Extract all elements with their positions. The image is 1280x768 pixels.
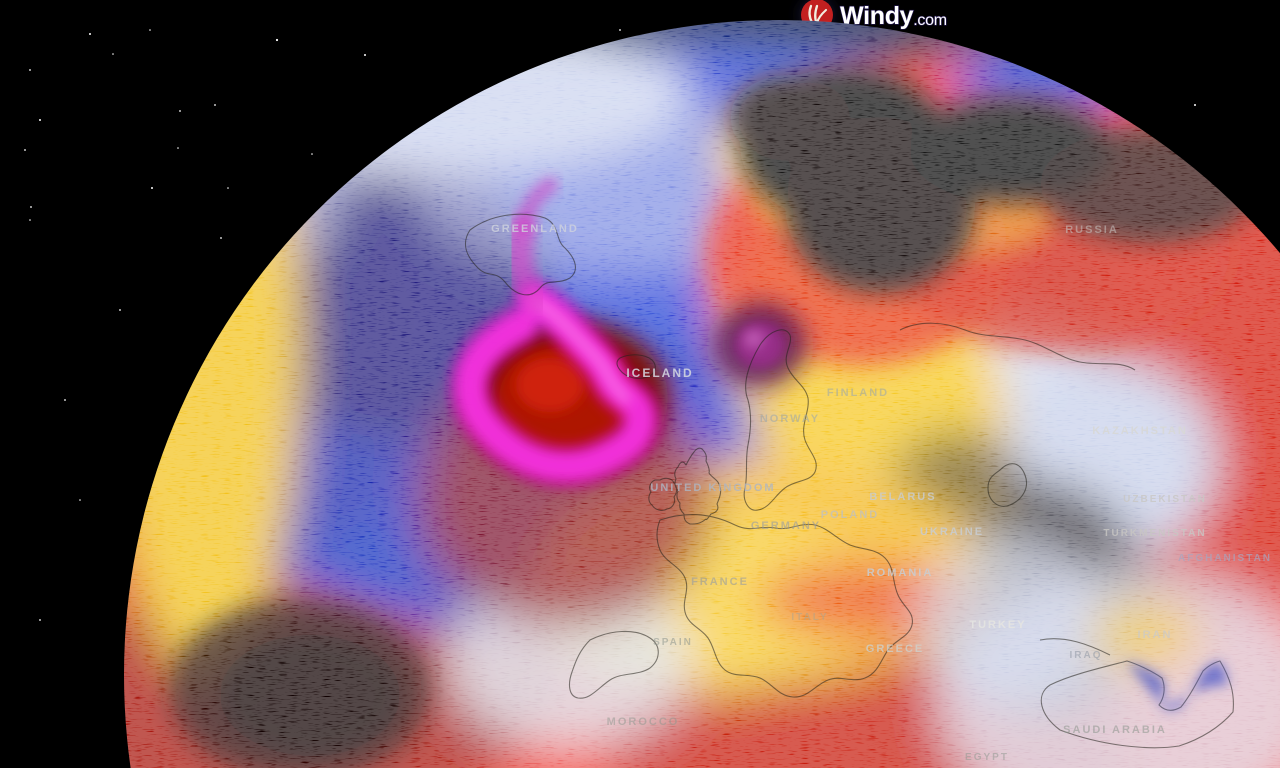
svg-text:POLAND: POLAND	[821, 509, 879, 521]
svg-text:ICELAND: ICELAND	[626, 366, 693, 380]
svg-text:BELARUS: BELARUS	[869, 491, 936, 503]
svg-text:ITALY: ITALY	[791, 612, 828, 623]
svg-text:IRAQ: IRAQ	[1070, 650, 1103, 661]
svg-text:MOROCCO: MOROCCO	[607, 716, 680, 728]
svg-text:FRANCE: FRANCE	[691, 576, 749, 588]
svg-text:UKRAINE: UKRAINE	[920, 526, 984, 538]
svg-text:KAZAKHSTAN: KAZAKHSTAN	[1092, 425, 1188, 437]
svg-text:UZBEKISTAN: UZBEKISTAN	[1123, 494, 1207, 505]
svg-text:TURKMENISTAN: TURKMENISTAN	[1103, 528, 1206, 539]
svg-text:ROMANIA: ROMANIA	[867, 567, 934, 579]
svg-text:IRAN: IRAN	[1138, 629, 1173, 641]
svg-text:RUSSIA: RUSSIA	[1065, 224, 1119, 236]
svg-text:GERMANY: GERMANY	[751, 520, 821, 532]
svg-text:EGYPT: EGYPT	[965, 752, 1009, 763]
svg-text:NORWAY: NORWAY	[760, 413, 820, 425]
svg-text:TURKEY: TURKEY	[969, 619, 1026, 631]
svg-text:GREENLAND: GREENLAND	[491, 223, 579, 235]
svg-text:SPAIN: SPAIN	[653, 637, 693, 648]
svg-text:SAUDI ARABIA: SAUDI ARABIA	[1063, 724, 1167, 736]
svg-text:GREECE: GREECE	[866, 643, 924, 655]
svg-text:UNITED KINGDOM: UNITED KINGDOM	[650, 482, 775, 494]
svg-text:FINLAND: FINLAND	[827, 387, 889, 399]
svg-text:AFGHANISTAN: AFGHANISTAN	[1178, 553, 1272, 564]
